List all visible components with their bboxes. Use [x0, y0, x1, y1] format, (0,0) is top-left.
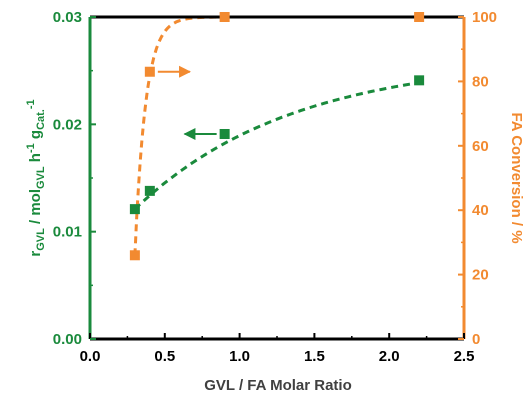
x-tick-label: 2.0 — [379, 348, 400, 365]
left-series-point — [144, 185, 155, 196]
y-left-tick-label: 0.00 — [53, 331, 82, 348]
y-left-title-part: Cat. — [35, 109, 47, 130]
y-left-title-part: -1 — [25, 99, 37, 109]
right-series-point — [414, 12, 425, 22]
y-left-title-part: GVL — [35, 166, 47, 189]
x-tick-label: 2.5 — [454, 348, 475, 365]
right-series-point — [129, 250, 140, 261]
y-right-tick-label: 60 — [472, 138, 489, 155]
y-right-tick-label: 80 — [472, 73, 489, 90]
y-right-tick-label: 20 — [472, 267, 489, 284]
y-right-axis-title: FA Conversion / % — [508, 112, 524, 243]
y-left-axis-title: rGVL / molGVL h-1 gCat.-1 — [25, 99, 47, 256]
x-tick-label: 1.0 — [229, 348, 250, 365]
left-series-point — [219, 128, 230, 139]
x-tick-label: 0.5 — [154, 348, 175, 365]
y-right-tick-label: 100 — [472, 9, 497, 26]
x-axis-title: GVL / FA Molar Ratio — [204, 377, 352, 394]
y-left-title-part: GVL — [35, 228, 47, 251]
fit-curves — [133, 15, 420, 256]
right-series-point — [219, 12, 230, 22]
axes: 0.0 0.5 1.0 1.5 2.0 2.5 0.00 0.01 0.02 0.03 0 20 40 6… — [53, 9, 497, 365]
x-tick-label: 1.5 — [304, 348, 325, 365]
x-tick-label: 0.0 — [80, 348, 101, 365]
y-left-title-part: / mol — [27, 189, 44, 228]
y-left-tick-label: 0.01 — [53, 224, 82, 241]
y-right-tick-label: 40 — [472, 202, 489, 219]
y-left-title-part: -1 — [25, 143, 37, 153]
annotation-arrows — [157, 65, 217, 140]
left-series-point — [414, 75, 425, 86]
left-series-fit-line — [133, 81, 420, 211]
y-left-title-part: h — [27, 153, 44, 166]
y-left-title-part: r — [27, 251, 44, 257]
y-left-tick-label: 0.02 — [53, 116, 82, 133]
y-right-tick-label: 0 — [472, 331, 480, 348]
right-series-fit-line — [133, 15, 420, 256]
y-left-title-part: g — [27, 130, 44, 143]
right-series-point — [144, 66, 155, 77]
y-left-tick-label: 0.03 — [53, 9, 82, 26]
left-series-point — [129, 204, 140, 215]
data-marks — [129, 12, 425, 261]
